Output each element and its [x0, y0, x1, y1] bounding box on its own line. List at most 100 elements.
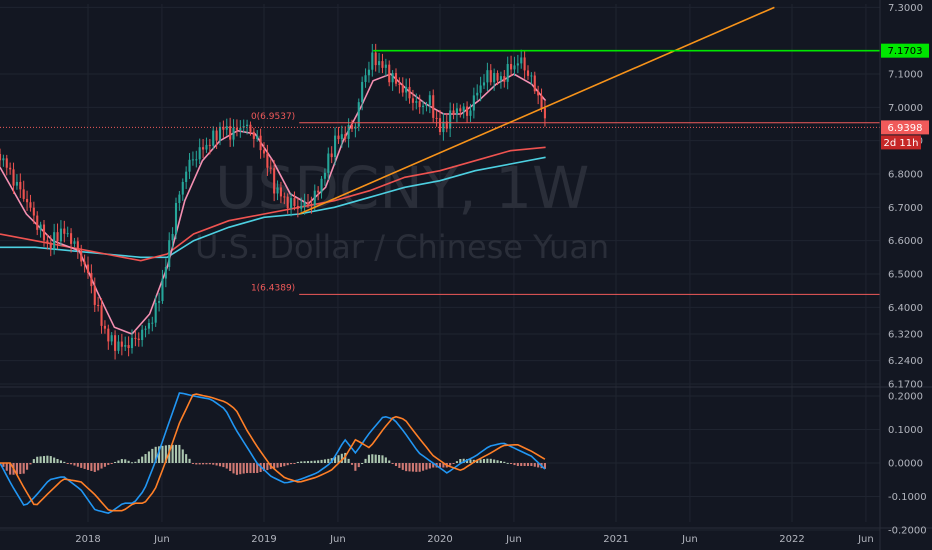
macd-histogram-bar: [202, 463, 205, 465]
macd-histogram-bar: [449, 463, 452, 466]
candle-body: [222, 126, 225, 130]
macd-histogram-bar: [428, 463, 431, 469]
time-tick-label: Jun: [505, 534, 522, 545]
candle-body: [195, 159, 198, 161]
resistance-price-badge: [881, 43, 929, 58]
candle-body: [533, 75, 536, 92]
candle-body: [12, 169, 15, 186]
ma-red-line: [0, 146, 546, 262]
candle-body: [462, 106, 465, 112]
candle-body: [479, 85, 482, 93]
candle-body: [425, 104, 428, 106]
macd-histogram-bar: [246, 463, 249, 474]
macd-histogram-bar: [327, 458, 330, 463]
macd-histogram-bar: [110, 463, 113, 464]
candle-body: [137, 338, 140, 341]
macd-histogram-bar: [381, 455, 384, 463]
candle-body: [537, 91, 540, 96]
macd-histogram-bar: [124, 459, 127, 463]
candle-body: [171, 233, 174, 241]
macd-histogram-bar: [208, 463, 211, 465]
macd-histogram-bar: [266, 463, 269, 471]
candle-body: [130, 337, 134, 349]
candle-body: [334, 135, 337, 158]
candle-body: [86, 264, 90, 273]
candle-body: [198, 147, 201, 160]
macd-histogram-bar: [5, 463, 8, 471]
macd-histogram-bar: [374, 454, 377, 463]
macd-histogram-bar: [526, 463, 530, 467]
time-tick-label: Jun: [857, 534, 874, 545]
candle-body: [225, 126, 228, 130]
candle-body: [185, 171, 188, 182]
price-tick-label: 6.3200: [888, 330, 923, 341]
candle-body: [174, 202, 178, 234]
macd-histogram-bar: [354, 463, 357, 471]
countdown-badge: [881, 135, 921, 150]
macd-histogram-bar: [22, 463, 25, 474]
time-tick-label: Jun: [153, 534, 170, 545]
macd-histogram-bar: [422, 463, 425, 471]
macd-histogram-bar: [398, 463, 401, 468]
fib-level-label: 1(6.4389): [251, 283, 295, 293]
candle-body: [141, 329, 144, 341]
macd-histogram-bar: [391, 463, 394, 464]
candle-body: [293, 198, 296, 206]
macd-histogram-bar: [499, 460, 502, 463]
candle-body: [398, 83, 401, 85]
candle-body: [337, 135, 340, 140]
macd-histogram-bar: [513, 463, 516, 466]
candle-body: [482, 82, 486, 86]
macd-histogram-bar: [306, 461, 310, 463]
candle-body: [239, 127, 242, 130]
candle-body: [259, 135, 262, 151]
candle-body: [422, 105, 425, 108]
candle-body: [110, 335, 113, 342]
macd-histogram-bar: [147, 451, 150, 463]
macd-histogram-bar: [171, 444, 174, 463]
candle-body: [32, 207, 35, 216]
candle-body: [59, 228, 62, 242]
macd-histogram-bar: [303, 461, 306, 463]
macd-histogram-bar: [455, 461, 458, 463]
candle-body: [381, 61, 384, 68]
candle-body: [2, 158, 5, 161]
candle-body: [42, 224, 46, 241]
macd-histogram-bar: [127, 460, 130, 463]
candle-body: [526, 70, 530, 76]
macd-histogram-bar: [479, 459, 482, 463]
candle-body: [516, 63, 519, 66]
macd-histogram-bar: [320, 459, 323, 463]
macd-histogram-bar: [279, 463, 282, 467]
candle-body: [313, 190, 316, 206]
candle-body: [262, 150, 266, 154]
macd-histogram-bar: [46, 455, 49, 463]
macd-histogram-bar: [452, 463, 455, 464]
candle-body: [388, 64, 391, 83]
candle-body: [107, 328, 110, 342]
macd-histogram-bar: [42, 456, 46, 463]
macd-histogram-bar: [120, 459, 123, 463]
candle-body: [418, 101, 421, 108]
macd-histogram-bar: [164, 445, 167, 463]
candle-body: [438, 118, 442, 133]
candle-body: [256, 135, 259, 139]
macd-histogram-bar: [361, 462, 364, 464]
candle-body: [506, 64, 509, 82]
candle-body: [103, 325, 106, 329]
candle-body: [543, 108, 546, 119]
candle-body: [486, 70, 489, 83]
macd-histogram-bar: [503, 461, 506, 463]
macd-histogram-bar: [530, 463, 533, 467]
drawings[interactable]: 0(6.9537) 1(6.4389): [0, 6, 880, 295]
macd-histogram-bar: [313, 460, 316, 463]
current-price-badge: [881, 120, 929, 135]
fib-level-label: 0(6.9537): [251, 112, 295, 122]
candle-body: [432, 95, 435, 118]
macd-tick-label: 0.0000: [888, 459, 923, 470]
macd-histogram-bar: [357, 463, 360, 468]
macd-histogram-bar: [323, 459, 326, 463]
macd-histogram-bar: [205, 463, 208, 465]
candle-body: [53, 232, 56, 249]
